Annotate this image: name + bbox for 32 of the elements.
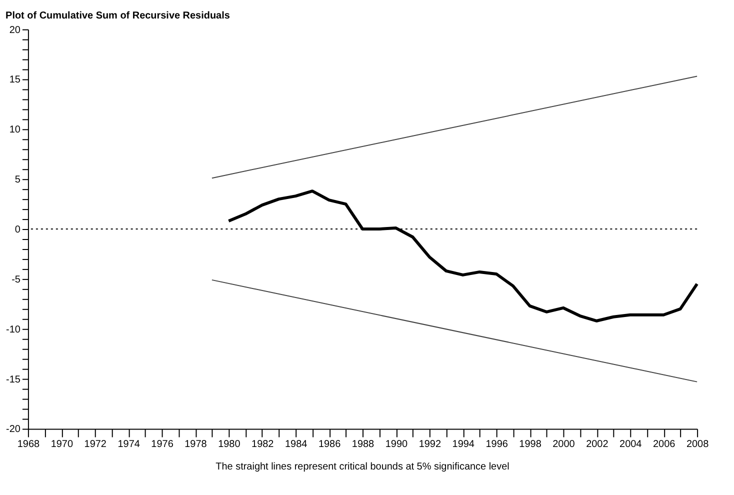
y-tick-label: 15: [9, 74, 21, 86]
x-tick-label: 1970: [50, 439, 74, 450]
x-tick-label: 1994: [452, 439, 475, 450]
x-tick-label: 2006: [653, 439, 676, 450]
x-tick-label: 1980: [218, 439, 241, 450]
x-tick-label: 2008: [686, 439, 710, 450]
x-tick-label: 1968: [17, 439, 40, 450]
x-tick-label: 1982: [252, 439, 274, 450]
x-tick-label: 2004: [620, 439, 642, 450]
x-tick-label: 1974: [118, 439, 140, 450]
x-tick-label: 1986: [318, 439, 342, 450]
y-tick-label: -20: [6, 424, 21, 436]
y-tick-label: 5: [14, 174, 21, 186]
text: The straight lines represent critical bounds at 5% significance level: [216, 462, 510, 473]
y-tick-label: 0: [14, 224, 21, 236]
x-tick-label: 1998: [519, 439, 542, 450]
x-tick-label: 1996: [486, 439, 508, 450]
x-tick-label: 2000: [552, 439, 576, 450]
y-tick-label: -10: [6, 324, 21, 336]
x-tick-label: 1988: [352, 439, 375, 450]
y-tick-label: -5: [12, 274, 21, 286]
x-tick-label: 1990: [385, 439, 408, 450]
x-tick-label: 1984: [285, 439, 308, 450]
y-tick-label: -15: [6, 374, 21, 386]
x-tick-label: 1976: [151, 439, 174, 450]
x-tick-label: 1972: [84, 439, 107, 450]
x-tick-label: 1978: [184, 439, 208, 450]
x-tick-label: 2002: [586, 439, 609, 450]
y-tick-label: 20: [9, 24, 21, 36]
x-tick-label: 1992: [418, 439, 442, 450]
y-tick-label: 10: [9, 124, 21, 136]
chart-title: Plot of Cumulative Sum of Recursive Residuals: [6, 10, 230, 22]
